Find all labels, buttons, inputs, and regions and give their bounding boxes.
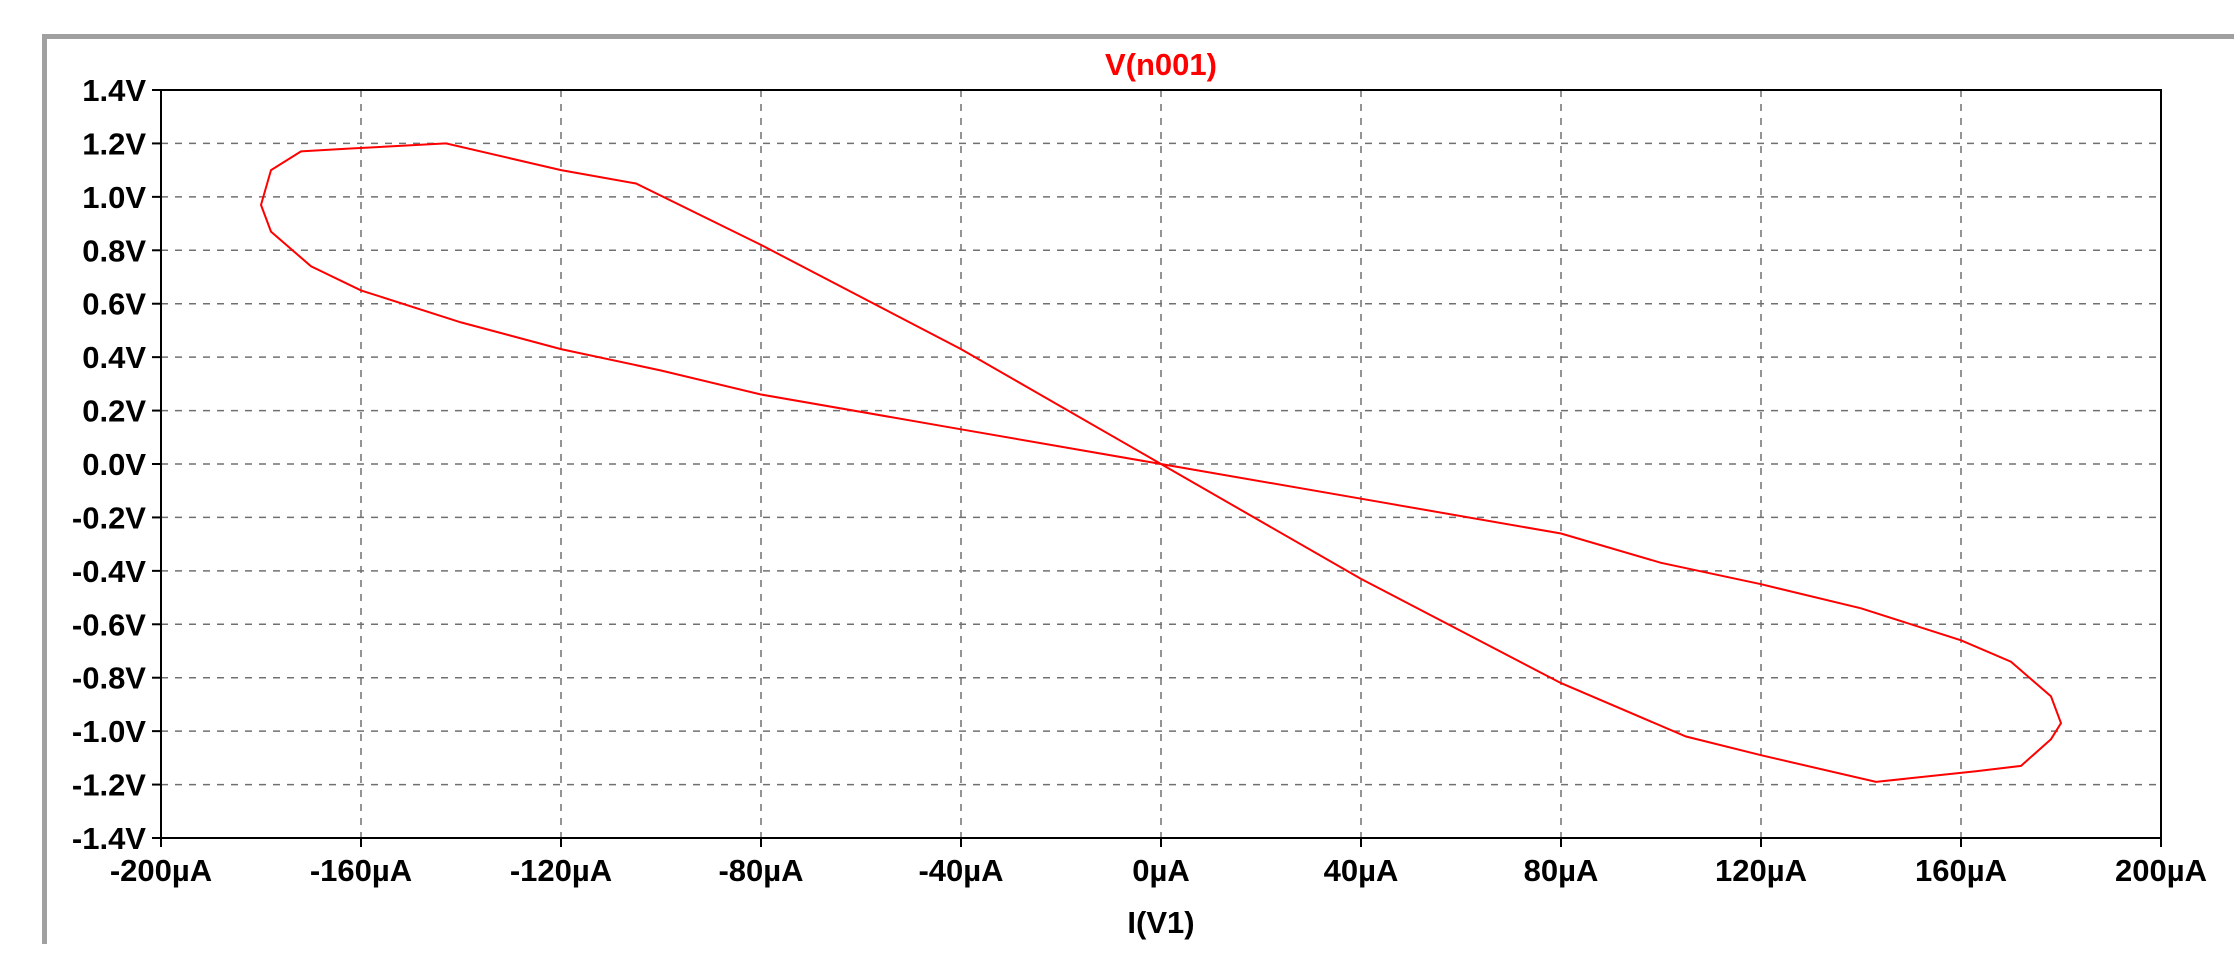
window-top-border	[42, 34, 2234, 39]
window-left-border	[42, 34, 47, 944]
x-tick-label: 120µA	[1715, 853, 1807, 888]
x-tick-label: 40µA	[1324, 853, 1399, 888]
x-tick-label: -40µA	[918, 853, 1003, 888]
y-tick-label: -0.2V	[72, 500, 146, 535]
y-tick-label: -1.2V	[72, 768, 146, 803]
y-tick-label: -0.6V	[72, 607, 146, 642]
y-tick-label: 1.0V	[82, 180, 146, 215]
trace-title[interactable]: V(n001)	[1105, 47, 1217, 82]
y-tick-labels: 1.4V 1.2V 1.0V 0.8V 0.6V 0.4V 0.2V 0.0V -0.2V -0.…	[72, 73, 146, 856]
x-tick-label: 200µA	[2115, 853, 2207, 888]
x-tick-label: -200µA	[110, 853, 212, 888]
grid-lines	[161, 90, 2161, 838]
x-tick-label: 160µA	[1915, 853, 2007, 888]
x-tick-label: 80µA	[1524, 853, 1599, 888]
y-tick-label: 0.0V	[82, 447, 146, 482]
trace-v-n001[interactable]	[259, 142, 2063, 783]
y-tick-label: 1.2V	[82, 126, 146, 161]
x-tick-label: -80µA	[718, 853, 803, 888]
y-tick-label: 0.4V	[82, 340, 146, 375]
x-tick-label: -160µA	[310, 853, 412, 888]
y-tick-label: 1.4V	[82, 73, 146, 108]
y-tick-label: -1.0V	[72, 714, 146, 749]
x-tick-label: -120µA	[510, 853, 612, 888]
x-axis-label: I(V1)	[1127, 905, 1194, 940]
y-tick-label: -1.4V	[72, 821, 146, 856]
y-tick-label: -0.8V	[72, 661, 146, 696]
y-tick-label: -0.4V	[72, 554, 146, 589]
x-tick-labels: -200µA -160µA -120µA -80µA -40µA 0µA 40µA 80µA 1…	[110, 853, 2207, 888]
y-tick-label: 0.6V	[82, 287, 146, 322]
tick-marks	[152, 89, 2162, 847]
y-tick-label: 0.8V	[82, 233, 146, 268]
y-tick-label: 0.2V	[82, 394, 146, 429]
x-tick-label: 0µA	[1132, 853, 1190, 888]
